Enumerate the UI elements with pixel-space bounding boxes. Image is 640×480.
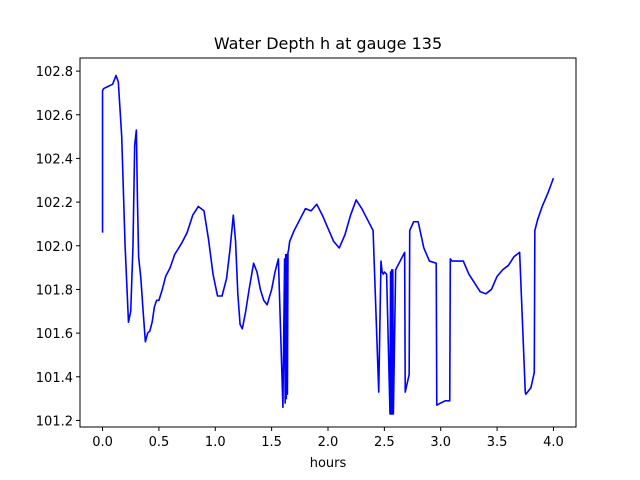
y-tick-label: 101.6 (36, 327, 73, 342)
y-tick-label: 101.2 (36, 414, 73, 429)
x-tick-label: 3.0 (430, 435, 451, 450)
x-tick-label: 2.5 (374, 435, 395, 450)
x-axis-label: hours (310, 456, 347, 471)
series-line-0 (101, 74, 555, 415)
y-tick-label: 102.8 (36, 65, 73, 80)
x-axis-ticks: 0.0 0.5 1.0 1.5 2.0 2.5 3.0 3.5 4.0 (92, 427, 564, 450)
y-tick-label: 101.4 (36, 371, 73, 386)
x-tick-label: 0.0 (92, 435, 113, 450)
x-tick-label: 4.0 (543, 435, 564, 450)
x-tick-label: 2.0 (318, 435, 339, 450)
y-tick-label: 102.4 (36, 152, 73, 167)
x-tick-label: 1.5 (261, 435, 282, 450)
y-axis-ticks: 101.2 101.4 101.6 101.8 102.0 102.2 102.4 102.6… (36, 65, 80, 429)
x-tick-label: 0.5 (149, 435, 170, 450)
chart-title: Water Depth h at gauge 135 (214, 34, 442, 53)
y-tick-label: 101.8 (36, 283, 73, 298)
x-tick-label: 1.0 (205, 435, 226, 450)
y-tick-label: 102.6 (36, 109, 73, 124)
y-tick-label: 102.2 (36, 196, 73, 211)
x-tick-label: 3.5 (487, 435, 508, 450)
y-tick-label: 102.0 (36, 240, 73, 255)
series-layer (101, 74, 555, 415)
